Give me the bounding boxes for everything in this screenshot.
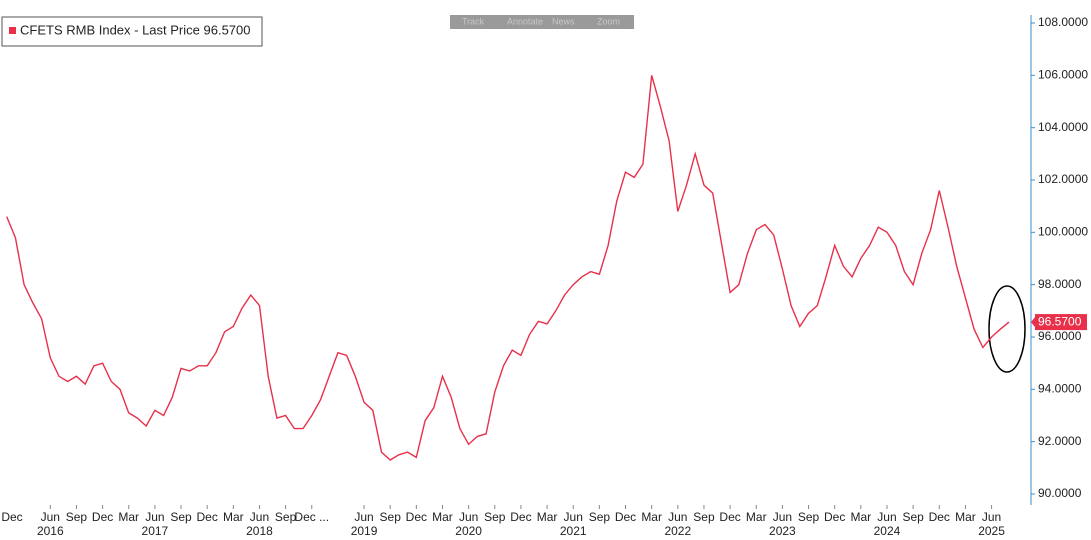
x-tick-label: Jun [354, 510, 373, 524]
x-tick-label: Mar [746, 510, 767, 524]
y-tick-label: 90.0000 [1038, 486, 1082, 500]
legend-swatch [9, 27, 16, 34]
x-tick-label: Dec [197, 510, 218, 524]
x-tick-label: Mar [118, 510, 139, 524]
x-tick-label: Jun [41, 510, 60, 524]
x-year-label: 2019 [351, 524, 378, 538]
x-tick-label: Jun [459, 510, 478, 524]
y-tick-label: 98.0000 [1038, 277, 1082, 291]
x-tick-label: Dec [1, 510, 22, 524]
x-tick-label: Sep [589, 510, 611, 524]
x-tick-label: Dec [406, 510, 427, 524]
legend [1, 16, 263, 47]
legend-label: CFETS RMB Index - Last Price 96.5700 [20, 22, 250, 37]
x-tick-label: Dec [92, 510, 113, 524]
y-tick-label: 108.0000 [1038, 15, 1088, 29]
x-tick-label: Dec [719, 510, 740, 524]
y-tick-label: 104.0000 [1038, 120, 1088, 134]
x-tick-label: Dec [510, 510, 531, 524]
y-tick-label: 102.0000 [1038, 172, 1088, 186]
x-year-label: 2024 [874, 524, 901, 538]
x-tick-label: Dec [824, 510, 845, 524]
x-tick-label: Jun [668, 510, 687, 524]
x-tick-label: Jun [250, 510, 269, 524]
x-tick-label: Sep [275, 510, 297, 524]
x-tick-label: Mar [641, 510, 662, 524]
x-tick-label: Mar [851, 510, 872, 524]
x-tick-label: Mar [537, 510, 558, 524]
toolbar [450, 15, 634, 29]
x-tick-label: Jun [773, 510, 792, 524]
x-tick-label: Sep [798, 510, 820, 524]
x-year-label: 2020 [455, 524, 482, 538]
x-tick-label: Sep [170, 510, 192, 524]
x-tick-label: Sep [902, 510, 924, 524]
x-tick-label: Sep [380, 510, 402, 524]
x-year-label: 2017 [142, 524, 169, 538]
x-tick-label: Sep [484, 510, 506, 524]
x-year-label: 2018 [246, 524, 273, 538]
x-tick-label: Dec [929, 510, 950, 524]
toolbar-button: Track [462, 16, 485, 26]
x-year-label: 2023 [769, 524, 796, 538]
x-year-label: 2022 [664, 524, 691, 538]
last-price-label: 96.5700 [1038, 314, 1082, 328]
series-line [6, 75, 1010, 461]
x-tick-label: Jun [145, 510, 164, 524]
y-tick-label: 106.0000 [1038, 68, 1088, 82]
y-tick-label: 96.0000 [1038, 329, 1082, 343]
toolbar-button: Annotate [507, 16, 543, 26]
x-tick-label: Dec ... [294, 510, 329, 524]
x-tick-label: Jun [564, 510, 583, 524]
annotation-circle [988, 285, 1026, 373]
x-tick-label: Mar [223, 510, 244, 524]
x-tick-label: Mar [955, 510, 976, 524]
x-year-label: 2016 [37, 524, 64, 538]
x-tick-label: Mar [432, 510, 453, 524]
y-tick-label: 94.0000 [1038, 382, 1082, 396]
x-year-label: 2021 [560, 524, 587, 538]
x-tick-label: Sep [693, 510, 715, 524]
toolbar-button: News [552, 16, 575, 26]
last-price-tag [1035, 314, 1087, 331]
y-tick-label: 92.0000 [1038, 434, 1082, 448]
x-tick-label: Jun [982, 510, 1001, 524]
last-price-pointer [1031, 317, 1035, 328]
y-tick-label: 100.0000 [1038, 225, 1088, 239]
x-year-label: 2025 [978, 524, 1005, 538]
x-tick-label: Sep [66, 510, 88, 524]
toolbar-button: Zoom [597, 16, 620, 26]
x-tick-label: Dec [615, 510, 636, 524]
x-tick-label: Jun [877, 510, 896, 524]
